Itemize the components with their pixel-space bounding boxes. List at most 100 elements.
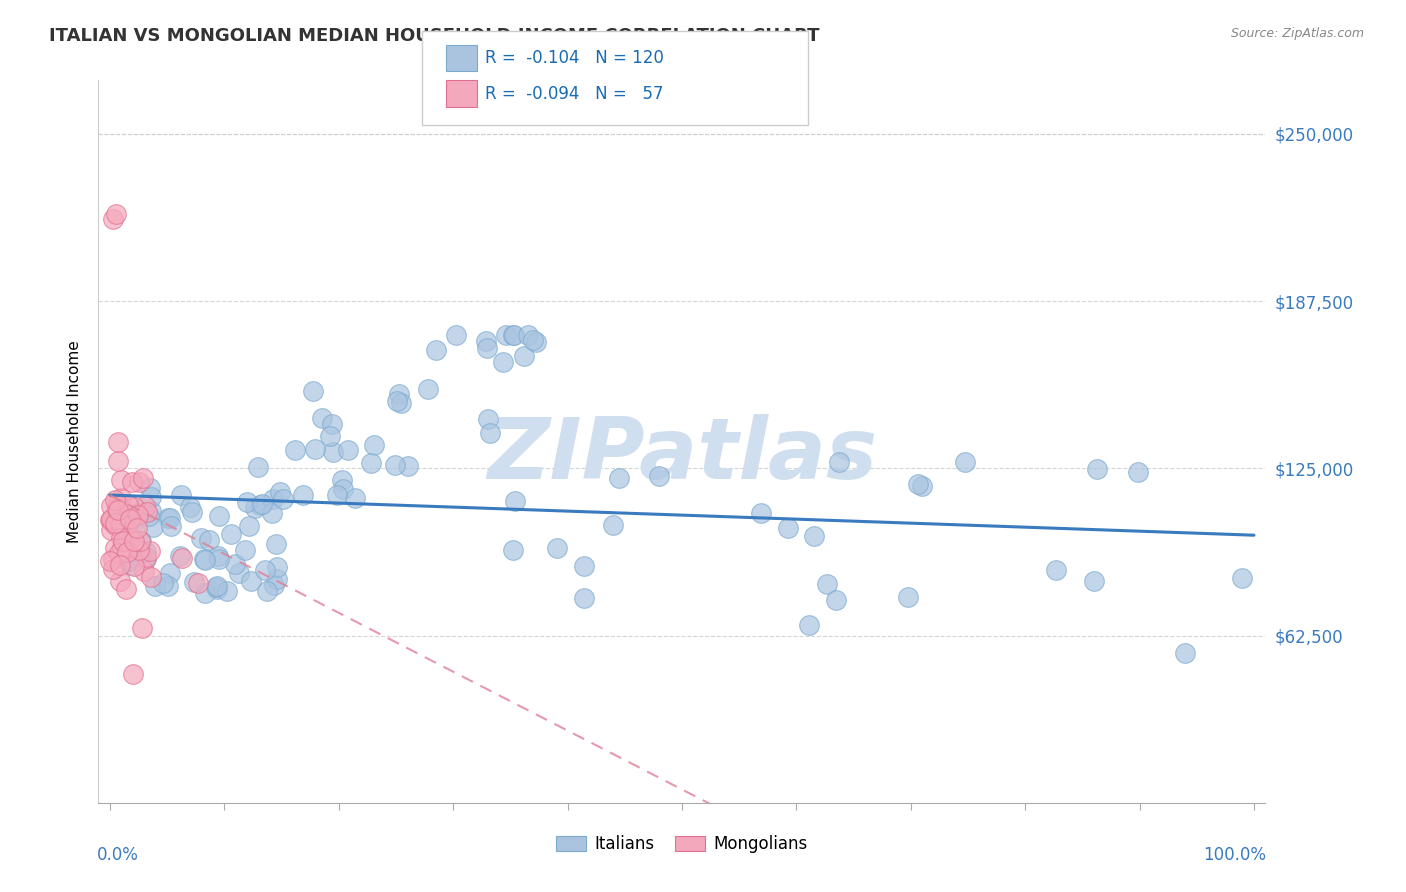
Y-axis label: Median Household Income: Median Household Income — [66, 340, 82, 543]
Legend: Italians, Mongolians: Italians, Mongolians — [550, 828, 814, 860]
Text: ITALIAN VS MONGOLIAN MEDIAN HOUSEHOLD INCOME CORRELATION CHART: ITALIAN VS MONGOLIAN MEDIAN HOUSEHOLD IN… — [49, 27, 820, 45]
Point — [332, 482, 354, 496]
Point — [803, 529, 825, 543]
Point — [190, 531, 212, 545]
Point — [112, 533, 135, 548]
Point — [236, 494, 259, 508]
Point — [260, 506, 283, 520]
Point — [143, 579, 166, 593]
Point — [104, 516, 127, 531]
Point — [1085, 462, 1108, 476]
Point — [239, 574, 262, 589]
Point — [111, 541, 134, 555]
Point — [207, 549, 229, 563]
Point — [159, 566, 181, 580]
Point — [135, 545, 157, 559]
Point — [238, 519, 260, 533]
Point — [125, 506, 148, 520]
Point — [107, 454, 129, 468]
Text: R =  -0.104   N = 120: R = -0.104 N = 120 — [485, 49, 664, 67]
Point — [391, 396, 413, 410]
Point — [321, 417, 343, 431]
Point — [253, 563, 276, 577]
Point — [607, 471, 630, 485]
Point — [194, 553, 217, 567]
Point — [572, 591, 595, 605]
Text: 100.0%: 100.0% — [1204, 847, 1267, 864]
Point — [183, 574, 205, 589]
Point — [118, 554, 141, 568]
Point — [264, 536, 287, 550]
Point — [910, 478, 932, 492]
Point — [907, 477, 929, 491]
Point — [129, 534, 152, 549]
Point — [256, 584, 278, 599]
Point — [127, 508, 149, 523]
Point — [187, 576, 209, 591]
Point — [492, 355, 515, 369]
Point — [107, 434, 129, 449]
Point — [139, 482, 162, 496]
Point — [115, 545, 138, 559]
Point — [384, 458, 406, 472]
Point — [121, 475, 143, 489]
Point — [207, 552, 229, 566]
Point — [103, 212, 125, 227]
Point — [110, 491, 132, 505]
Point — [128, 475, 150, 489]
Point — [247, 460, 270, 475]
Point — [249, 499, 271, 513]
Point — [477, 412, 499, 426]
Point — [475, 334, 498, 348]
Point — [953, 455, 976, 469]
Point — [1083, 574, 1105, 589]
Point — [266, 572, 288, 586]
Point — [385, 393, 408, 408]
Point — [828, 455, 851, 469]
Point — [100, 511, 122, 525]
Point — [304, 442, 326, 456]
Point — [208, 509, 231, 524]
Point — [135, 505, 157, 519]
Point — [503, 494, 526, 508]
Point — [648, 468, 671, 483]
Point — [302, 384, 325, 399]
Point — [104, 493, 127, 508]
Point — [322, 444, 344, 458]
Point — [124, 500, 146, 514]
Point — [101, 552, 124, 566]
Point — [104, 207, 127, 221]
Point — [120, 558, 142, 572]
Point — [117, 526, 139, 541]
Point — [169, 549, 191, 563]
Point — [110, 532, 132, 546]
Point — [319, 429, 342, 443]
Point — [825, 593, 848, 607]
Point — [100, 553, 122, 567]
Point — [104, 541, 127, 555]
Point — [262, 492, 284, 507]
Point — [138, 508, 160, 523]
Point — [128, 542, 150, 557]
Point — [205, 580, 228, 594]
Point — [512, 350, 534, 364]
Point — [142, 520, 165, 534]
Point — [235, 543, 257, 558]
Point — [110, 516, 132, 531]
Point — [217, 583, 239, 598]
Point — [100, 523, 122, 537]
Text: ZIPatlas: ZIPatlas — [486, 415, 877, 498]
Point — [897, 590, 920, 604]
Text: R =  -0.094   N =   57: R = -0.094 N = 57 — [485, 85, 664, 103]
Point — [325, 488, 347, 502]
Point — [170, 488, 193, 502]
Point — [751, 506, 773, 520]
Point — [139, 504, 162, 518]
Point — [115, 541, 138, 556]
Point — [224, 557, 246, 571]
Point — [160, 519, 183, 533]
Point — [157, 579, 180, 593]
Point — [159, 510, 181, 524]
Point — [101, 562, 124, 576]
Point — [114, 582, 136, 597]
